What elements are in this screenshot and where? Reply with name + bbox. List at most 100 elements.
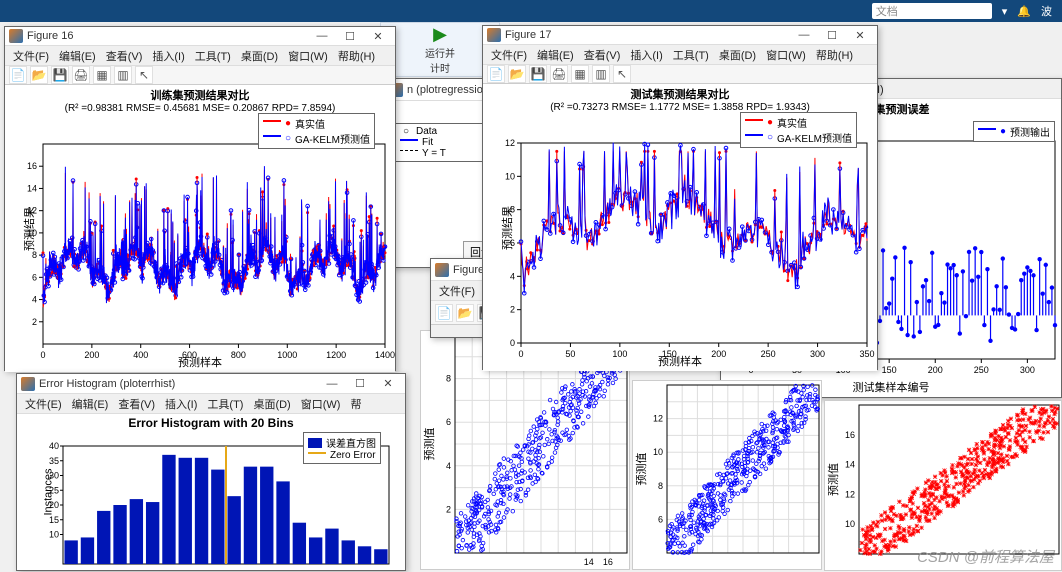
svg-text:200: 200 xyxy=(711,349,726,359)
plot-title: Error Histogram with 20 Bins xyxy=(17,414,405,430)
svg-text:4: 4 xyxy=(32,295,37,305)
svg-text:10: 10 xyxy=(49,530,59,540)
svg-text:12: 12 xyxy=(653,414,663,424)
pointer-icon[interactable]: ↖ xyxy=(135,66,153,84)
time-label: 计时 xyxy=(430,60,450,75)
minimize-button[interactable]: — xyxy=(309,27,335,45)
scatter-right-panel: 10121416预测值 xyxy=(824,400,1062,571)
svg-text:2: 2 xyxy=(510,305,515,315)
ide-topbar: 文档 ▾ 🔔 波 xyxy=(0,0,1062,22)
scatter-mid-panel: 681012预测值 xyxy=(632,380,822,570)
svg-text:6: 6 xyxy=(446,417,451,427)
layout2-icon[interactable]: ▥ xyxy=(592,65,610,83)
window-title: Error Histogram (ploterrhist) xyxy=(39,378,319,390)
svg-text:2: 2 xyxy=(32,317,37,327)
scatter-mid: 681012预测值 xyxy=(633,381,823,571)
svg-text:150: 150 xyxy=(882,365,897,375)
maximize-button[interactable]: ☐ xyxy=(819,26,845,44)
figure-17: Figure 17 — ☐ ✕ 文件(F)编辑(E)查看(V)插入(I)工具(T… xyxy=(482,25,878,370)
svg-text:40: 40 xyxy=(49,441,59,451)
matlab-icon xyxy=(21,377,35,391)
xlabel: 预测样本 xyxy=(658,353,702,369)
toolbar[interactable]: 📄 📂 💾 🖨 ▦ ▥ ↖ xyxy=(483,65,877,84)
svg-text:1200: 1200 xyxy=(326,350,346,360)
svg-text:6: 6 xyxy=(32,272,37,282)
toolbar[interactable]: 📄 📂 💾 🖨 ▦ ▥ ↖ xyxy=(5,66,395,85)
svg-text:250: 250 xyxy=(761,349,776,359)
legend-true: 真实值 xyxy=(295,116,325,131)
new-icon[interactable]: 📄 xyxy=(9,66,27,84)
svg-text:16: 16 xyxy=(27,161,37,171)
svg-text:800: 800 xyxy=(231,350,246,360)
svg-text:8: 8 xyxy=(446,374,451,384)
svg-text:1400: 1400 xyxy=(375,350,395,360)
legend-pred: 预测输出 xyxy=(1010,124,1050,139)
save-icon[interactable]: 💾 xyxy=(51,66,69,84)
ylabel: 预测结果 xyxy=(499,206,515,250)
minimize-button[interactable]: — xyxy=(319,375,345,393)
maximize-button[interactable]: ☐ xyxy=(337,27,363,45)
save-icon[interactable]: 💾 xyxy=(529,65,547,83)
svg-text:10: 10 xyxy=(653,447,663,457)
svg-text:8: 8 xyxy=(658,481,663,491)
doc-search[interactable]: 文档 xyxy=(872,3,992,19)
svg-text:16: 16 xyxy=(845,430,855,440)
svg-text:8: 8 xyxy=(32,250,37,260)
svg-text:0: 0 xyxy=(518,349,523,359)
legend-fit: Fit xyxy=(422,137,433,148)
svg-text:50: 50 xyxy=(565,349,575,359)
user-label[interactable]: 波 xyxy=(1041,3,1052,19)
legend-true: 真实值 xyxy=(777,115,807,130)
svg-text:400: 400 xyxy=(133,350,148,360)
xlabel: 测试集样本编号 xyxy=(853,379,930,395)
layout-icon[interactable]: ▦ xyxy=(571,65,589,83)
svg-text:预测值: 预测值 xyxy=(635,453,648,486)
svg-text:300: 300 xyxy=(1020,365,1035,375)
svg-text:15: 15 xyxy=(49,515,59,525)
open-icon[interactable]: 📂 xyxy=(508,65,526,83)
bell-icon[interactable]: 🔔 xyxy=(1017,5,1031,18)
login-icon[interactable]: ▾ xyxy=(1002,5,1008,18)
svg-text:200: 200 xyxy=(84,350,99,360)
new-icon[interactable]: 📄 xyxy=(435,304,453,322)
layout2-icon[interactable]: ▥ xyxy=(114,66,132,84)
legend-pred: GA-KELM预测值 xyxy=(777,130,852,145)
matlab-icon xyxy=(9,29,23,43)
print-icon[interactable]: 🖨 xyxy=(72,66,90,84)
svg-text:12: 12 xyxy=(845,489,855,499)
svg-text:0: 0 xyxy=(510,338,515,348)
menubar[interactable]: 文件(F)编辑(E)查看(V)插入(I)工具(T)桌面(D)窗口(W)帮助(H) xyxy=(483,45,877,65)
window-title: Figure 17 xyxy=(505,29,791,41)
svg-text:10: 10 xyxy=(845,519,855,529)
xlabel: 预测样本 xyxy=(178,354,222,370)
svg-text:250: 250 xyxy=(974,365,989,375)
matlab-icon xyxy=(487,28,501,42)
svg-text:200: 200 xyxy=(928,365,943,375)
plot-title: 测试集预测结果对比 xyxy=(483,84,877,102)
svg-text:100: 100 xyxy=(612,349,627,359)
menubar[interactable]: 文件(F)编辑(E)查看(V)插入(I)工具(T)桌面(D)窗口(W)帮助(H) xyxy=(5,46,395,66)
matlab-icon xyxy=(435,263,449,277)
menubar[interactable]: 文件(E)编辑(E)查看(V)插入(I)工具(T)桌面(D)窗口(W)帮 xyxy=(17,394,405,414)
svg-text:0: 0 xyxy=(40,350,45,360)
close-button[interactable]: ✕ xyxy=(365,27,391,45)
run-icon: ▶ xyxy=(433,24,447,45)
svg-text:14: 14 xyxy=(27,183,37,193)
close-button[interactable]: ✕ xyxy=(847,26,873,44)
open-icon[interactable]: 📂 xyxy=(30,66,48,84)
svg-text:4: 4 xyxy=(510,271,515,281)
figure-16-chart: 0200400600800100012001400246810121416 xyxy=(5,114,395,372)
svg-text:14: 14 xyxy=(584,557,594,567)
error-histogram-window: Error Histogram (ploterrhist) — ☐ ✕ 文件(E… xyxy=(16,373,406,571)
open-icon[interactable]: 📂 xyxy=(456,304,474,322)
minimize-button[interactable]: — xyxy=(791,26,817,44)
maximize-button[interactable]: ☐ xyxy=(347,375,373,393)
layout-icon[interactable]: ▦ xyxy=(93,66,111,84)
pointer-icon[interactable]: ↖ xyxy=(613,65,631,83)
new-icon[interactable]: 📄 xyxy=(487,65,505,83)
run-label: 运行并 xyxy=(425,45,455,60)
scatter-right: 10121416预测值 xyxy=(825,401,1062,572)
close-button[interactable]: ✕ xyxy=(375,375,401,393)
svg-text:2: 2 xyxy=(446,504,451,514)
print-icon[interactable]: 🖨 xyxy=(550,65,568,83)
